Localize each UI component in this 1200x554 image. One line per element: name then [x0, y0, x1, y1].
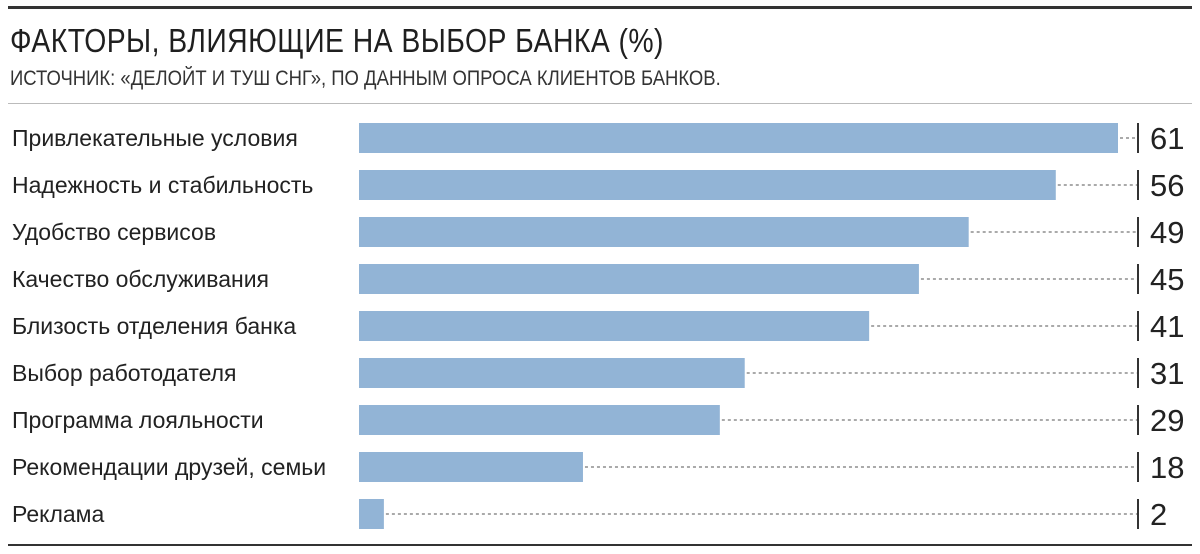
bar [359, 123, 1118, 153]
bar [359, 264, 919, 294]
category-label: Программа лояльности [12, 407, 264, 433]
data-label: 18 [1150, 450, 1184, 485]
category-label: Надежность и стабильность [12, 172, 313, 198]
chart-title: ФАКТОРЫ, ВЛИЯЮЩИЕ НА ВЫБОР БАНКА (%) [10, 22, 664, 59]
category-label: Качество обслуживания [12, 266, 269, 292]
bar [359, 405, 720, 435]
data-label: 45 [1150, 262, 1184, 297]
bar [359, 452, 583, 482]
data-label: 29 [1150, 403, 1184, 438]
chart-subtitle: ИСТОЧНИК: «ДЕЛОЙТ И ТУШ СНГ», ПО ДАННЫМ … [10, 67, 721, 90]
bar [359, 358, 745, 388]
bar [359, 311, 870, 341]
data-label: 41 [1150, 309, 1184, 344]
header-separator [8, 103, 1192, 104]
category-label: Близость отделения банка [12, 313, 296, 339]
bar [359, 217, 969, 247]
category-label: Выбор работодателя [12, 360, 237, 386]
bottom-rule [8, 544, 1192, 546]
top-rule [8, 6, 1192, 9]
category-label: Привлекательные условия [12, 125, 298, 151]
category-label: Рекомендации друзей, семьи [12, 454, 326, 480]
data-label: 2 [1150, 497, 1167, 532]
data-label: 49 [1150, 215, 1184, 250]
data-label: 61 [1150, 121, 1184, 156]
data-label: 56 [1150, 168, 1184, 203]
bar [359, 499, 384, 529]
category-label: Реклама [12, 501, 104, 527]
data-label: 31 [1150, 356, 1184, 391]
category-label: Удобство сервисов [12, 219, 216, 245]
bar [359, 170, 1056, 200]
